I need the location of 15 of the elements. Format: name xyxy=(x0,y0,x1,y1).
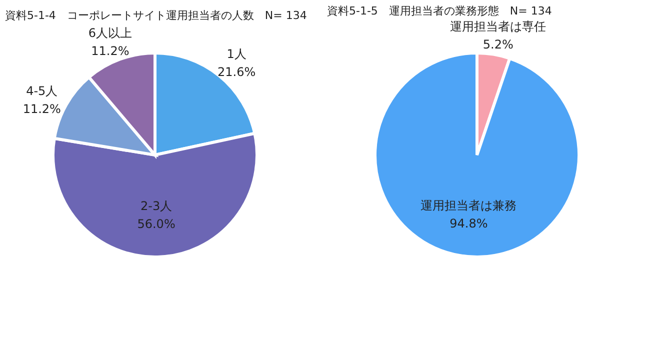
data-label: 94.8% xyxy=(450,216,488,230)
data-label: 56.0% xyxy=(137,216,176,231)
slice-label: 運用担当者は専任 xyxy=(450,20,546,34)
chart-title: 資料5-1-5 運用担当者の業務形態 N= 134 xyxy=(327,4,552,18)
slice-label: 6人以上 xyxy=(88,26,132,40)
slice-label: 4-5人 xyxy=(26,84,58,98)
slice-label: 1人 xyxy=(226,46,246,61)
data-label: 21.6% xyxy=(218,64,256,79)
data-label: 11.2% xyxy=(91,44,130,58)
chart-title: 資料5-1-4 コーポレートサイト運用担当者の人数 N= 134 xyxy=(5,9,307,22)
slice-label: 運用担当者は兼務 xyxy=(420,198,517,212)
pie-slice xyxy=(374,52,580,258)
slice-label: 2-3人 xyxy=(140,198,172,213)
data-label: 11.2% xyxy=(22,102,61,116)
data-label: 5.2% xyxy=(482,38,514,52)
